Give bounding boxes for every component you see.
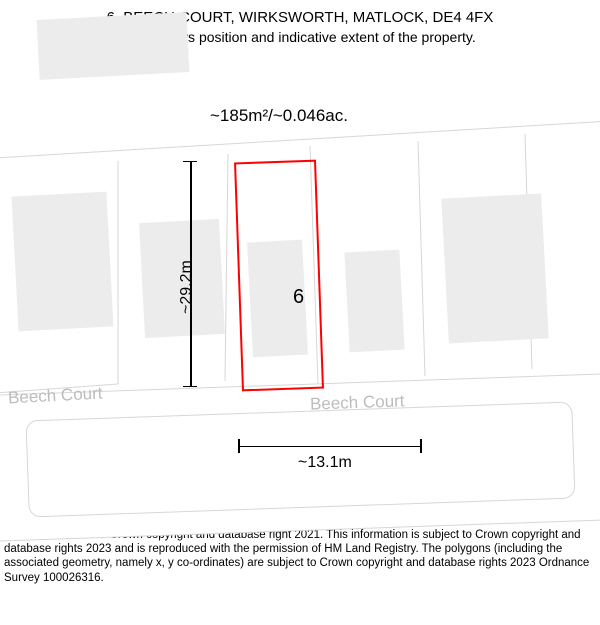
map-canvas: ~185m²/~0.046ac. 6 Beech Court Beech Cou… bbox=[0, 46, 600, 526]
dim-cap bbox=[183, 161, 197, 163]
building bbox=[441, 193, 548, 343]
street-label-2: Beech Court bbox=[310, 391, 405, 414]
dim-cap bbox=[183, 386, 197, 388]
dim-text-height: ~29.2m bbox=[178, 260, 196, 314]
dim-line-horizontal bbox=[238, 446, 420, 448]
dim-cap bbox=[238, 439, 240, 453]
dim-cap bbox=[420, 439, 422, 453]
building bbox=[37, 12, 190, 80]
dim-text-width: ~13.1m bbox=[298, 454, 352, 472]
plot-highlight bbox=[234, 159, 324, 391]
area-label: ~185m²/~0.046ac. bbox=[210, 106, 348, 126]
building bbox=[344, 249, 404, 352]
plot-number: 6 bbox=[293, 286, 304, 309]
building bbox=[12, 191, 114, 331]
